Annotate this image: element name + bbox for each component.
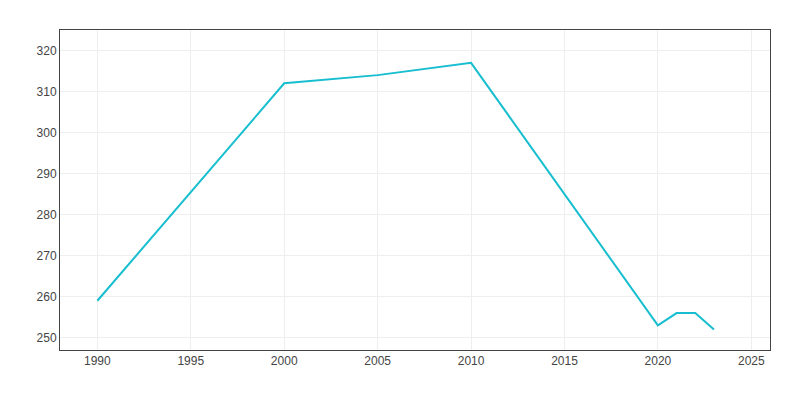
svg-text:2020: 2020 xyxy=(645,354,672,368)
svg-text:260: 260 xyxy=(37,290,57,304)
svg-text:290: 290 xyxy=(37,167,57,181)
svg-text:1990: 1990 xyxy=(84,354,111,368)
svg-text:250: 250 xyxy=(37,331,57,345)
svg-text:2010: 2010 xyxy=(458,354,485,368)
svg-text:2000: 2000 xyxy=(271,354,298,368)
svg-text:320: 320 xyxy=(37,44,57,58)
svg-text:2025: 2025 xyxy=(738,354,765,368)
svg-text:280: 280 xyxy=(37,208,57,222)
svg-text:310: 310 xyxy=(37,85,57,99)
svg-text:270: 270 xyxy=(37,249,57,263)
svg-text:1995: 1995 xyxy=(177,354,204,368)
svg-text:2005: 2005 xyxy=(364,354,391,368)
svg-text:2015: 2015 xyxy=(551,354,578,368)
svg-text:300: 300 xyxy=(37,126,57,140)
